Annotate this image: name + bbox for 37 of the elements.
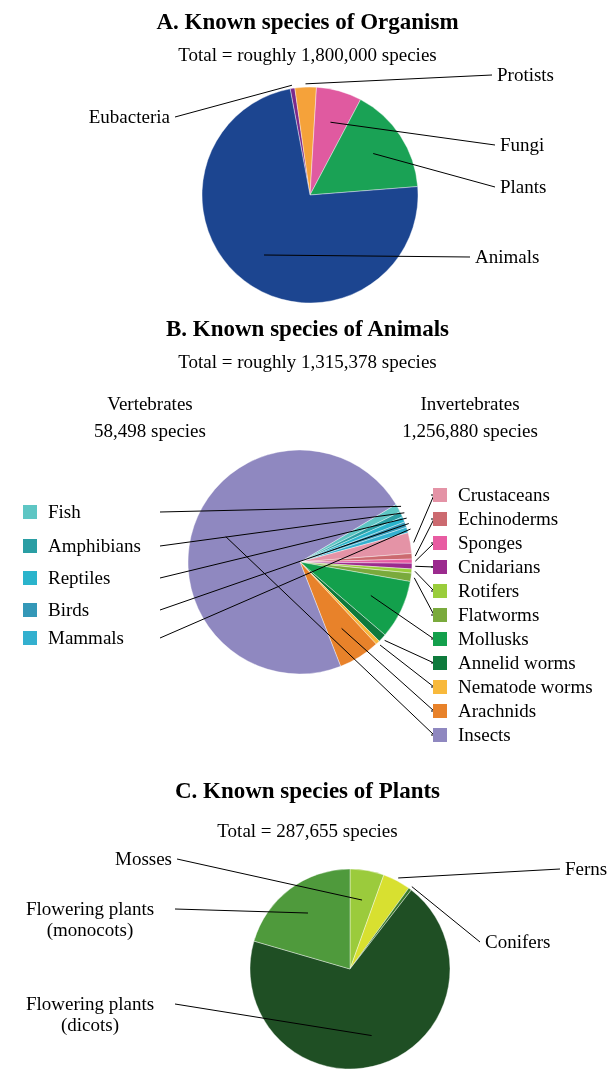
legend-label: Nematode worms [458,676,593,697]
legend-label: Sponges [458,532,523,553]
slice-label: Eubacteria [88,106,171,127]
pie-slice [201,88,419,304]
legend-label: Crustaceans [458,484,550,505]
chart-subtitle: Total = roughly 1,315,378 species [178,351,437,372]
text: Invertebrates [420,393,520,414]
legend-label: Annelid worms [458,652,576,673]
slice-label: Flowering plants (monocots) [25,898,155,941]
chart-subtitle: Total = roughly 1,800,000 species [178,44,437,65]
chart-subtitle: Total = 287,655 species [217,820,398,841]
legend-label: Flatworms [458,604,540,625]
legend-label: Reptiles [48,567,111,588]
slice-label: Protists [497,64,555,85]
slice-label: Fungi [500,134,545,155]
text: 58,498 species [94,420,206,441]
chart-title: A. Known species of Organism [156,9,459,34]
legend-label: Cnidarians [458,556,541,577]
slice-label: Mosses [114,848,172,869]
chart-title: B. Known species of Animals [165,316,450,341]
slice-label: Animals [475,246,540,267]
text: Vertebrates [107,393,193,414]
slice-label: Conifers [485,931,551,952]
legend-label: Arachnids [458,700,537,721]
legend-label: Amphibians [48,535,141,556]
slice-label: Ferns [565,858,608,879]
slice-label: Plants [500,176,547,197]
chart-title: C. Known species of Plants [174,778,441,803]
slice-label: Flowering plants (dicots) [25,993,155,1036]
legend-label: Fish [48,501,82,522]
legend-label: Birds [48,599,90,620]
legend-label: Mollusks [458,628,529,649]
text: 1,256,880 species [402,420,538,441]
legend-label: Rotifers [458,580,520,601]
legend-label: Echinoderms [458,508,559,529]
legend-label: Insects [458,724,511,745]
legend-label: Mammals [48,627,124,648]
